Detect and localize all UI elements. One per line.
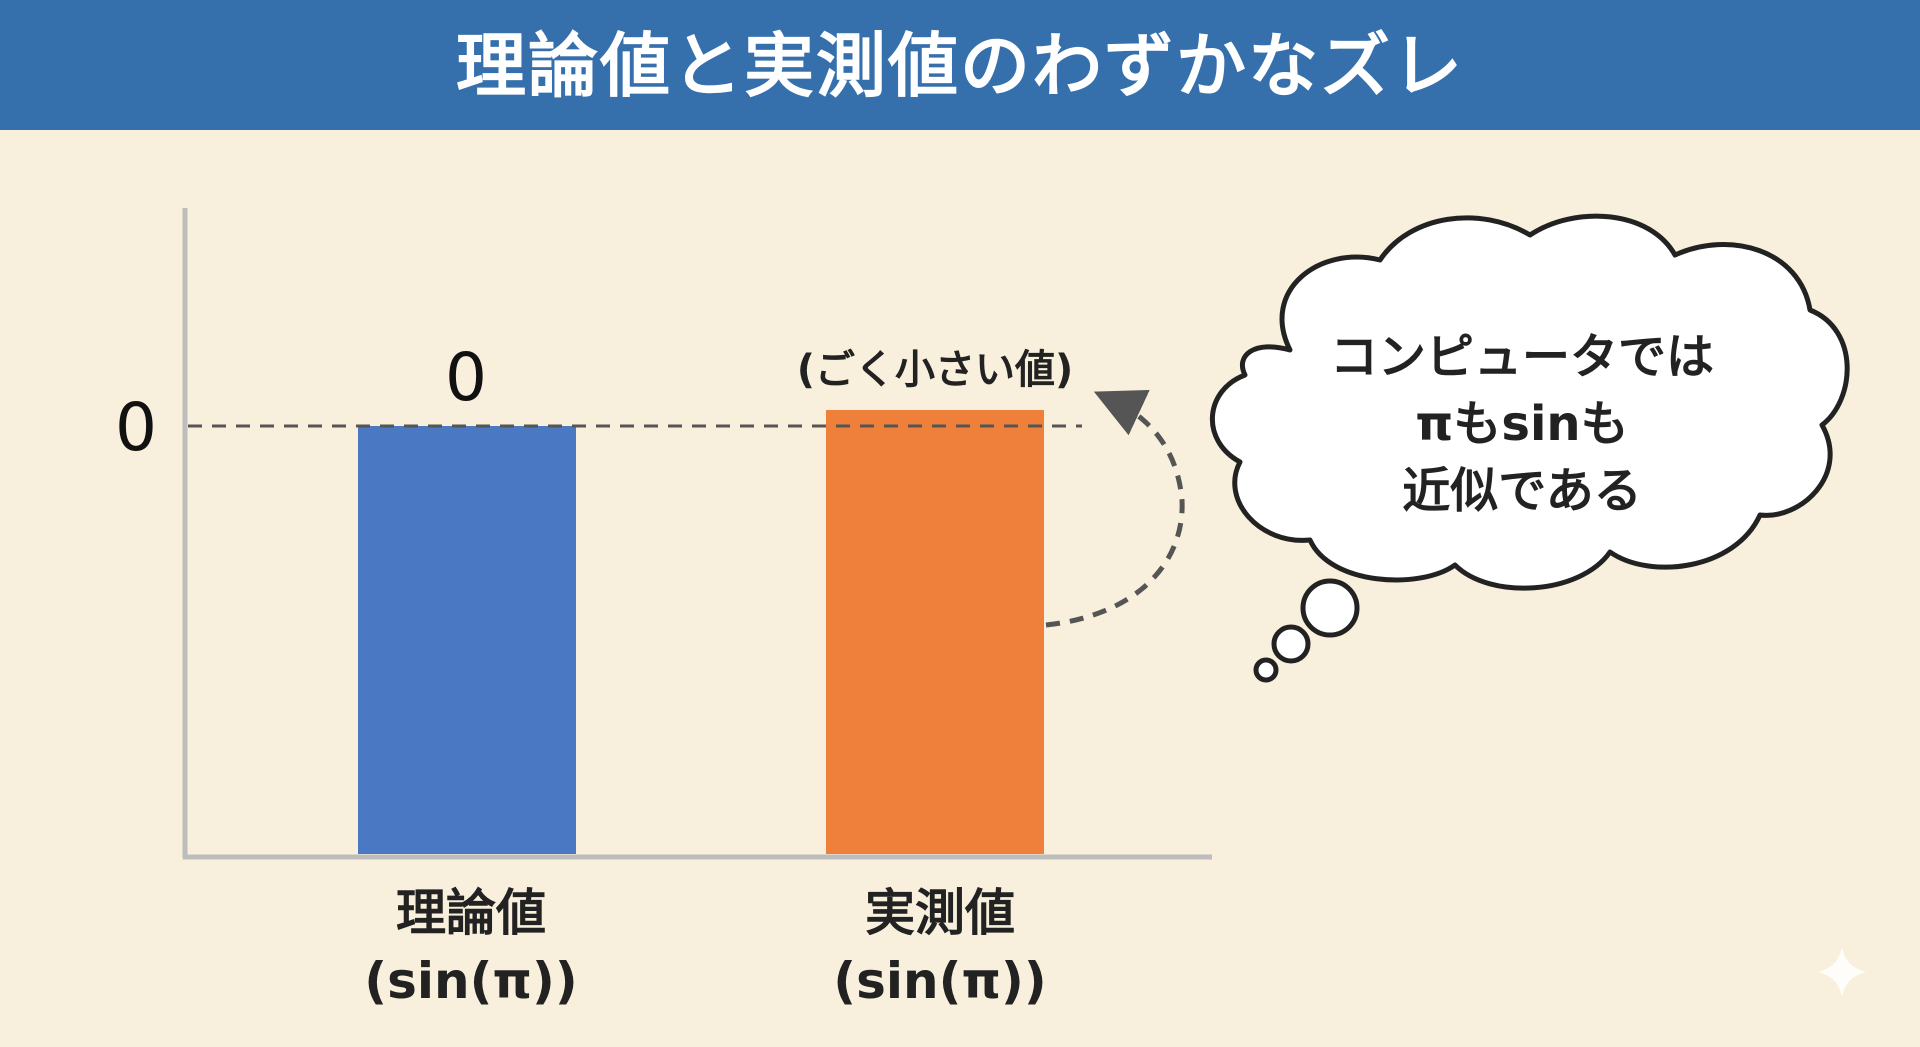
title-bar: 理論値と実測値のわずかなズレ — [0, 0, 1920, 130]
thought-dot-large — [1300, 578, 1360, 638]
page-title: 理論値と実測値のわずかなズレ — [456, 24, 1464, 107]
thought-text-line-1: コンピュータでは — [1330, 329, 1714, 385]
sparkle-icon — [1818, 948, 1866, 996]
category-label-measured: 実測値 — [865, 884, 1015, 942]
y-tick-label-zero: 0 — [115, 389, 157, 466]
thought-dot-small — [1253, 657, 1279, 683]
bar-measured — [826, 410, 1044, 854]
thought-text-line-3: 近似である — [1402, 463, 1642, 519]
thought-dot-medium — [1271, 624, 1311, 664]
category-sub-label-theoretical: (sin(π)) — [364, 952, 577, 1010]
bar-value-label-measured: (ごく小さい値) — [797, 347, 1074, 393]
thought-cloud-shape — [1210, 213, 1850, 591]
bar-value-label-theoretical: 0 — [445, 339, 487, 416]
thought-text-line-2: πもsinも — [1415, 396, 1628, 452]
category-label-theoretical: 理論値 — [396, 884, 546, 942]
thought-bubble: コンピュータでは πもsinも 近似である — [1210, 213, 1850, 683]
category-sub-label-measured: (sin(π)) — [833, 952, 1046, 1010]
curved-arrow — [1045, 390, 1185, 628]
bar-theoretical — [358, 426, 576, 854]
